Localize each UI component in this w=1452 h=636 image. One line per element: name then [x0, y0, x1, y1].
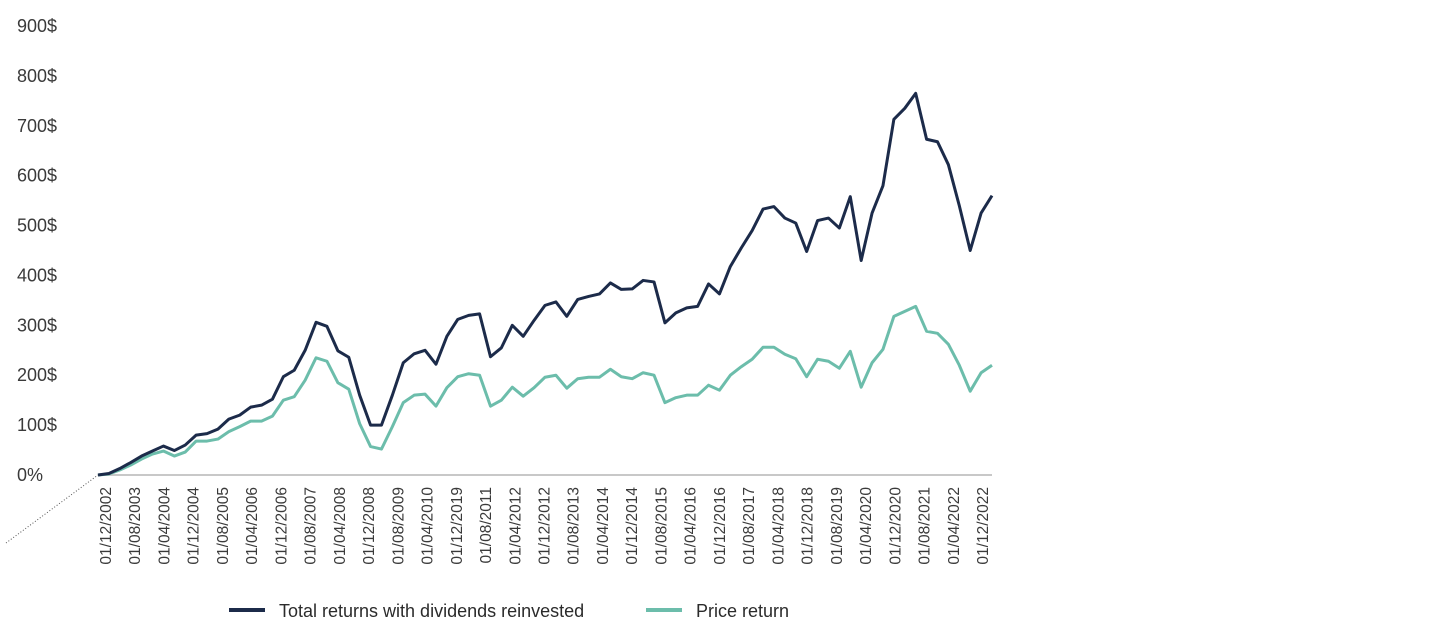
y-tick-label: 400$: [17, 265, 57, 285]
x-tick-label: 01/04/2018: [770, 487, 787, 565]
x-tick-label: 01/04/2012: [507, 487, 524, 565]
y-tick-label: 500$: [17, 216, 57, 236]
axis-guide-line: [5, 474, 99, 544]
x-tick-label: 01/04/2022: [946, 487, 963, 565]
y-tick-label: 700$: [17, 116, 57, 136]
x-tick-label: 01/08/2017: [741, 487, 758, 565]
x-tick-label: 01/08/2021: [917, 487, 934, 565]
x-tick-label: 01/04/2014: [595, 487, 612, 565]
x-tick-label: 01/12/2016: [712, 487, 729, 565]
x-tick-label: 01/08/2015: [653, 487, 670, 565]
series-line-total-returns: [97, 91, 994, 477]
y-tick-label: 100$: [17, 415, 57, 435]
y-tick-label: 200$: [17, 365, 57, 385]
x-tick-label: 01/12/2014: [624, 487, 641, 565]
x-tick-label: 01/12/2020: [887, 487, 904, 565]
x-tick-label: 01/08/2013: [566, 487, 583, 565]
x-axis-tick-labels: 01/12/2002 01/08/2003 01/04/2004 01/12/2004…: [98, 487, 992, 565]
y-tick-label: 0%: [17, 465, 43, 485]
x-tick-label: 01/12/2002: [98, 487, 115, 565]
y-axis-tick-labels: 0% 100$ 200$ 300$ 400$ 500$ 600$ 700$ 800$ 900$: [17, 16, 57, 485]
x-tick-label: 01/08/2007: [303, 487, 320, 565]
x-tick-label: 01/12/2004: [186, 487, 203, 565]
x-tick-label: 01/08/2011: [478, 487, 495, 563]
x-tick-label: 01/08/2019: [829, 487, 846, 565]
x-tick-label: 01/12/2019: [449, 487, 466, 565]
legend: Total returns with dividends reinvested …: [229, 601, 789, 621]
legend-label-total-returns: Total returns with dividends reinvested: [279, 601, 584, 621]
y-tick-label: 900$: [17, 16, 57, 36]
x-tick-label: 01/12/2008: [361, 487, 378, 565]
x-tick-label: 01/04/2016: [683, 487, 700, 565]
x-tick-label: 01/04/2010: [420, 487, 437, 565]
x-tick-label: 01/12/2006: [273, 487, 290, 565]
y-tick-label: 600$: [17, 166, 57, 186]
x-tick-label: 01/04/2008: [332, 487, 349, 565]
x-tick-label: 01/12/2018: [800, 487, 817, 565]
x-tick-label: 01/04/2020: [858, 487, 875, 565]
x-tick-label: 01/08/2003: [127, 487, 144, 565]
x-tick-label: 01/08/2005: [215, 487, 232, 565]
series-lines: [97, 91, 994, 477]
x-tick-label: 01/12/2022: [975, 487, 992, 565]
series-line-price-return: [97, 304, 993, 477]
x-tick-label: 01/04/2004: [156, 487, 173, 565]
y-tick-label: 300$: [17, 315, 57, 335]
x-tick-label: 01/12/2012: [537, 487, 554, 565]
y-tick-label: 800$: [17, 66, 57, 86]
legend-label-price-return: Price return: [696, 601, 789, 621]
x-tick-label: 01/04/2006: [244, 487, 261, 565]
x-tick-label: 01/08/2009: [390, 487, 407, 565]
